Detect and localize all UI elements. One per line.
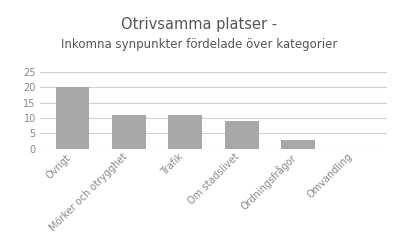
Bar: [281, 140, 315, 149]
Bar: [112, 115, 146, 149]
Text: Otrivsamma platser -: Otrivsamma platser -: [121, 17, 278, 32]
Bar: [56, 87, 89, 149]
Bar: [225, 121, 259, 149]
Bar: [168, 115, 202, 149]
Text: Inkomna synpunkter fördelade över kategorier: Inkomna synpunkter fördelade över katego…: [61, 38, 338, 51]
